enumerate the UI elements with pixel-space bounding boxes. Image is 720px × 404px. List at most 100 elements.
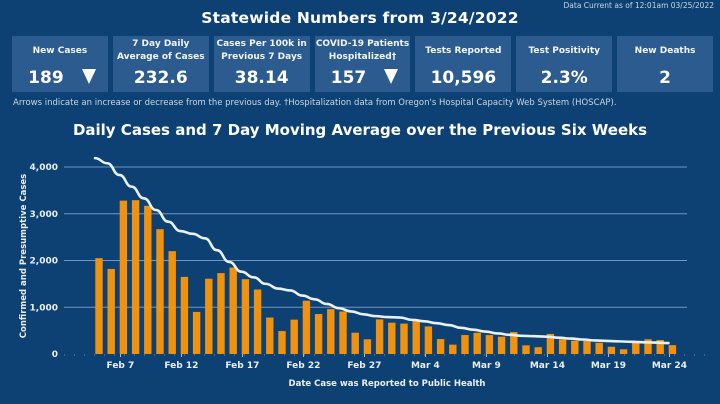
y-axis-ticks: 0 1,000 2,000 3,000 4,000 <box>30 163 58 360</box>
y-tick-label: 4,000 <box>30 163 58 173</box>
bar-feb-10 <box>156 229 164 354</box>
bar-mar-16 <box>571 340 579 354</box>
y-tick-label: 3,000 <box>30 210 58 220</box>
bar-mar-19 <box>607 346 616 354</box>
bar-mar-14 <box>546 333 555 354</box>
card-label: Test Positivity <box>528 45 601 56</box>
card-value: 2 <box>659 68 671 88</box>
y-axis-title: Confirmed and Presumptive Cases <box>19 174 29 338</box>
bar-mar-3 <box>412 319 420 354</box>
card-value: 2.3% <box>540 68 588 88</box>
bar-mar-10 <box>497 336 506 354</box>
bar-feb-12 <box>180 276 189 354</box>
bar-feb-25 <box>339 311 347 354</box>
bar-feb-23 <box>314 314 323 354</box>
moving-average-line <box>93 156 670 345</box>
chart-title: Daily Cases and 7 Day Moving Average ove… <box>72 121 648 139</box>
down-arrow-icon <box>81 69 96 84</box>
card-label: COVID-19 Patients Hospitalized† <box>315 39 410 62</box>
x-tick-label: Mar 4 <box>411 361 440 371</box>
bar-feb-18 <box>253 289 262 354</box>
x-tick-label: Mar 24 <box>652 361 687 371</box>
card-value: 10,596 <box>430 68 497 88</box>
bar-mar-24 <box>668 345 677 354</box>
bar-feb-26 <box>351 332 359 354</box>
bar-mar-22 <box>644 339 652 354</box>
bar-feb-16 <box>229 267 237 354</box>
x-axis-ticks: Feb 7 Feb 12 Feb 17 Feb 22 Feb 27 Mar 4 Mar 9 M… <box>107 354 687 371</box>
bar-feb-21 <box>290 319 298 354</box>
bar-mar-21 <box>632 341 640 354</box>
card-label: New Cases <box>32 45 88 56</box>
card-value: 189 <box>28 68 64 88</box>
bar-mar-8 <box>473 332 481 354</box>
card-label: Tests Reported <box>425 45 502 56</box>
bar-mar-17 <box>583 340 591 354</box>
card-hospitalized: COVID-19 Patients Hospitalized† 157 <box>314 36 411 92</box>
bar-feb-9 <box>144 205 152 354</box>
bar-mar-2 <box>400 323 408 354</box>
x-axis-title: Date Case was Reported to Public Health <box>289 379 486 389</box>
card-label: New Deaths <box>634 45 696 56</box>
bar-feb-15 <box>217 273 225 354</box>
x-tick-label: Feb 27 <box>347 361 381 371</box>
bar-feb-20 <box>278 331 286 354</box>
card-new-cases: New Cases 189 <box>12 36 108 92</box>
card-label: Cases Per 100k in Previous 7 Days <box>216 39 307 62</box>
x-tick-label: Mar 14 <box>530 361 565 371</box>
x-tick-label: Feb 7 <box>107 361 135 371</box>
gridlines <box>64 166 707 356</box>
y-tick-label: 0 <box>52 350 58 360</box>
card-tests-reported: Tests Reported 10,596 <box>415 36 512 92</box>
bar-feb-24 <box>327 309 335 354</box>
bar-mar-4 <box>424 326 433 354</box>
bar-mar-13 <box>534 347 542 354</box>
bar-mar-5 <box>436 339 445 354</box>
bar-mar-18 <box>595 342 603 354</box>
bar-mar-7 <box>461 335 469 354</box>
daily-case-bars <box>95 200 677 354</box>
bar-feb-13 <box>192 311 201 354</box>
footnote: Arrows indicate an increase or decrease … <box>13 98 617 108</box>
bar-mar-9 <box>485 335 494 354</box>
card-value: 38.14 <box>234 68 289 88</box>
x-tick-label: Mar 19 <box>591 361 626 371</box>
bar-mar-1 <box>388 322 396 354</box>
bar-feb-17 <box>241 279 250 354</box>
summary-cards: New Cases 189 7 Day Daily Average of Cas… <box>12 36 714 92</box>
x-tick-label: Feb 22 <box>286 361 320 371</box>
bar-feb-8 <box>131 200 140 354</box>
y-tick-label: 1,000 <box>30 303 58 313</box>
card-new-deaths: New Deaths 2 <box>617 36 714 92</box>
x-tick-label: Feb 12 <box>164 361 198 371</box>
moving-average-line-layer <box>93 156 670 345</box>
bar-feb-14 <box>205 278 213 354</box>
bar-feb-28 <box>375 319 384 354</box>
bar-mar-12 <box>522 345 530 354</box>
bar-feb-6 <box>107 268 115 354</box>
bar-mar-6 <box>449 344 457 354</box>
page-title: Statewide Numbers from 3/24/2022 <box>201 9 519 27</box>
bar-feb-5 <box>95 258 103 354</box>
card-cases-per-100k: Cases Per 100k in Previous 7 Days 38.14 <box>213 36 310 92</box>
down-arrow-icon <box>384 69 399 84</box>
bar-feb-7 <box>119 200 128 354</box>
card-value: 157 <box>330 68 367 88</box>
bar-feb-27 <box>363 339 372 354</box>
bar-mar-20 <box>619 349 628 354</box>
card-label: 7 Day Daily Average of Cases <box>117 39 205 62</box>
bar-feb-11 <box>168 251 176 354</box>
x-tick-label: Mar 9 <box>472 361 501 371</box>
data-current-timestamp: Data Current as of 12:01am 03/25/2022 <box>563 1 714 10</box>
card-value: 232.6 <box>133 68 188 88</box>
x-tick-label: Feb 17 <box>225 361 259 371</box>
bar-feb-22 <box>302 300 311 354</box>
bar-mar-11 <box>510 332 518 354</box>
card-7-day-average: 7 Day Daily Average of Cases 232.6 <box>112 36 209 92</box>
y-tick-label: 2,000 <box>30 257 58 267</box>
bar-mar-15 <box>558 339 567 354</box>
bar-feb-19 <box>266 317 274 354</box>
card-test-positivity: Test Positivity 2.3% <box>516 36 613 92</box>
bar-mar-23 <box>656 339 664 354</box>
